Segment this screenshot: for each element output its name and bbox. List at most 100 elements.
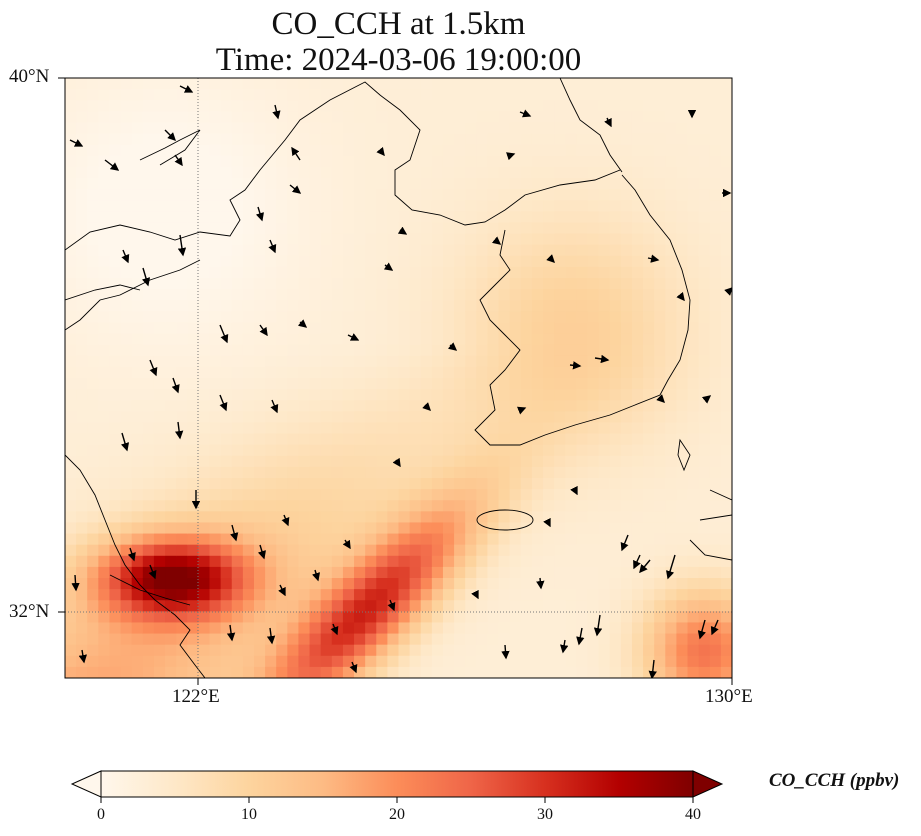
concentration-cell (587, 278, 600, 290)
concentration-cell (354, 233, 366, 246)
concentration-cell (131, 178, 144, 190)
concentration-cell (609, 655, 622, 668)
concentration-cell (365, 133, 377, 146)
concentration-cell (587, 189, 600, 201)
concentration-cell (153, 100, 166, 112)
concentration-cell (153, 89, 166, 101)
concentration-cell (609, 378, 622, 390)
concentration-cell (287, 278, 300, 290)
concentration-cell (565, 600, 577, 612)
concentration-cell (187, 122, 199, 135)
concentration-cell (609, 578, 622, 590)
concentration-cell (298, 78, 311, 90)
wind-arrow (387, 599, 396, 612)
concentration-cell (465, 522, 477, 535)
concentration-cell (598, 233, 611, 246)
concentration-cell (376, 155, 388, 168)
concentration-cell (531, 278, 544, 290)
concentration-cell (276, 200, 288, 212)
concentration-cell (320, 544, 333, 557)
concentration-cell (242, 533, 255, 546)
concentration-cell (487, 300, 500, 312)
concentration-cell (420, 355, 433, 368)
concentration-cell (509, 555, 522, 568)
concentration-cell (198, 344, 211, 357)
concentration-cell (520, 211, 533, 224)
concentration-cell (153, 344, 166, 357)
concentration-cell (298, 322, 311, 335)
concentration-cell (431, 233, 444, 246)
concentration-cell (654, 211, 666, 224)
concentration-cell (420, 600, 433, 612)
concentration-cell (609, 100, 622, 112)
concentration-cell (498, 633, 511, 646)
concentration-cell (342, 644, 355, 657)
concentration-cell (142, 155, 155, 168)
concentration-cell (331, 533, 344, 546)
concentration-cell (209, 289, 222, 301)
concentration-cell (720, 278, 732, 290)
concentration-cell (98, 89, 111, 101)
concentration-cell (609, 644, 622, 657)
concentration-cell (342, 200, 355, 212)
concentration-cell (543, 611, 555, 624)
concentration-cell (409, 289, 422, 301)
concentration-cell (120, 511, 133, 524)
concentration-cell (442, 478, 455, 490)
concentration-cell (520, 411, 533, 424)
concentration-cell (654, 189, 666, 201)
concentration-cell (543, 522, 555, 535)
concentration-cell (687, 166, 700, 179)
concentration-cell (65, 200, 77, 212)
concentration-cell (476, 200, 489, 212)
concentration-cell (631, 100, 644, 112)
concentration-cell (120, 344, 133, 357)
concentration-cell (398, 300, 411, 312)
concentration-cell (242, 344, 255, 357)
concentration-cell (709, 544, 722, 557)
concentration-cell (76, 111, 88, 124)
concentration-cell (598, 155, 611, 168)
concentration-cell (287, 633, 300, 646)
concentration-cell (331, 633, 344, 646)
concentration-cell (442, 622, 455, 635)
concentration-cell (498, 166, 511, 179)
concentration-cell (153, 244, 166, 257)
concentration-cell (720, 478, 732, 490)
concentration-cell (609, 133, 622, 146)
concentration-cell (598, 466, 611, 479)
concentration-cell (253, 200, 266, 212)
concentration-cell (465, 478, 477, 490)
concentration-cell (498, 400, 511, 412)
concentration-cell (365, 378, 377, 390)
concentration-cell (65, 644, 77, 657)
concentration-cell (554, 278, 566, 290)
concentration-cell (365, 244, 377, 257)
concentration-cell (543, 189, 555, 201)
concentration-cell (554, 466, 566, 479)
concentration-cell (487, 411, 500, 424)
concentration-cell (242, 155, 255, 168)
concentration-cell (609, 144, 622, 157)
concentration-cell (431, 633, 444, 646)
concentration-cell (87, 589, 99, 601)
concentration-cell (342, 655, 355, 668)
wind-arrow (593, 614, 603, 637)
concentration-cell (87, 511, 99, 524)
concentration-cell (131, 500, 144, 512)
concentration-cell (465, 89, 477, 101)
concentration-cell (365, 522, 377, 535)
concentration-cell (253, 144, 266, 157)
concentration-cell (65, 478, 77, 490)
concentration-cell (609, 444, 622, 457)
concentration-cell (587, 589, 600, 601)
concentration-cell (342, 433, 355, 446)
concentration-cell (431, 589, 444, 601)
concentration-cell (509, 644, 522, 657)
concentration-cell (120, 622, 133, 635)
concentration-cell (265, 89, 277, 101)
concentration-cell (165, 600, 177, 612)
concentration-cell (242, 233, 255, 246)
concentration-cell (354, 244, 366, 257)
concentration-cell (665, 611, 678, 624)
